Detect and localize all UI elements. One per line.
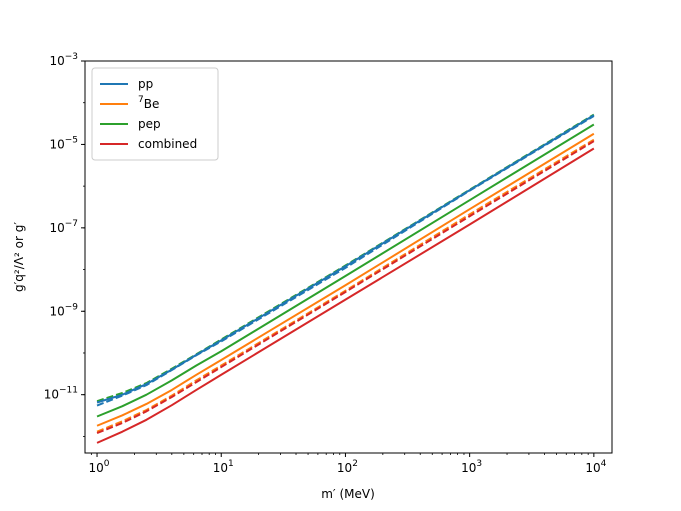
plot-frame: [84, 60, 613, 454]
series-line-combined-solid: [96, 147, 595, 444]
series-layer: [96, 113, 595, 444]
series-line-7be-solid: [96, 132, 595, 427]
legend-label: 7Be: [138, 95, 159, 111]
legend-label: pep: [138, 117, 161, 131]
x-axis-label: m′ (MeV): [321, 487, 375, 501]
y-tick-label: 10−5: [49, 135, 78, 151]
x-tick-label: 104: [585, 459, 606, 475]
series-line-pep-solid: [96, 123, 595, 418]
y-axis-ticks: 10−11 10−9 10−7 10−5 10−3: [44, 52, 85, 437]
x-tick-label: 100: [89, 459, 110, 475]
series-line-pp-dashed: [96, 115, 595, 407]
x-tick-label: 103: [461, 459, 482, 475]
x-axis-ticks: 100 101 102 103 104: [89, 453, 607, 475]
y-tick-label: 10−3: [49, 52, 78, 68]
x-tick-label: 102: [337, 459, 358, 475]
legend-box: [91, 67, 219, 161]
y-tick-label: 10−9: [49, 302, 78, 318]
series-line-7be-dashed: [96, 138, 595, 433]
y-tick-label: 10−7: [49, 219, 78, 235]
series-line-combined-dashed: [96, 140, 595, 435]
x-tick-label: 101: [213, 459, 234, 475]
y-tick-label: 10−11: [44, 386, 78, 402]
legend: pp 7Be pep combined: [91, 67, 219, 161]
legend-label: combined: [138, 137, 197, 151]
legend-label: pp: [138, 77, 153, 91]
y-axis-label: g′q²/Λ² or g′: [12, 222, 26, 292]
